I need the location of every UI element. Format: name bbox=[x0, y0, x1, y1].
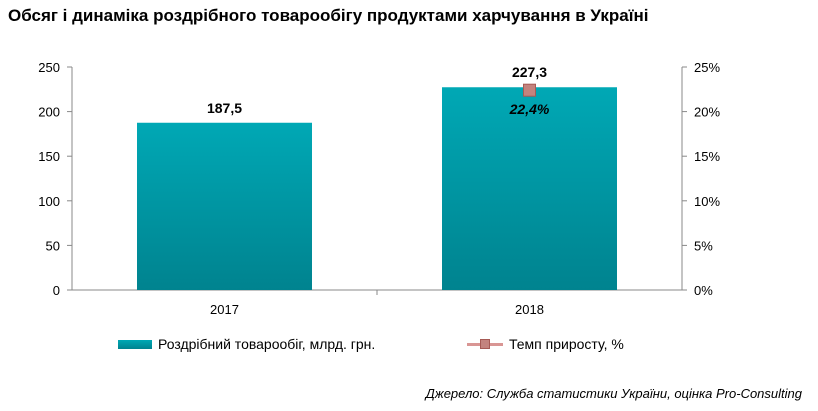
x-tick-label: 2017 bbox=[210, 302, 239, 317]
y-left-tick-label: 50 bbox=[46, 238, 60, 253]
y-left-tick-label: 250 bbox=[38, 60, 60, 75]
y-right-tick-label: 10% bbox=[694, 194, 720, 209]
x-tick-label: 2018 bbox=[515, 302, 544, 317]
y-right-tick-label: 0% bbox=[694, 283, 713, 298]
legend-line-label: Темп приросту, % bbox=[509, 336, 624, 352]
legend-line-swatch bbox=[467, 338, 503, 350]
bar bbox=[137, 122, 312, 290]
y-left-tick-label: 0 bbox=[53, 283, 60, 298]
bar bbox=[442, 87, 617, 290]
growth-marker bbox=[523, 83, 536, 97]
y-right-tick-label: 15% bbox=[694, 149, 720, 164]
growth-data-label: 22,4% bbox=[509, 101, 550, 117]
legend-item-line: Темп приросту, % bbox=[467, 336, 624, 352]
y-left-tick-label: 200 bbox=[38, 105, 60, 120]
bar-data-label: 227,3 bbox=[512, 64, 547, 80]
y-left-tick-label: 150 bbox=[38, 149, 60, 164]
chart-title: Обсяг і динаміка роздрібного товарообігу… bbox=[8, 6, 649, 25]
y-left-tick-label: 100 bbox=[38, 194, 60, 209]
legend-bar-label: Роздрібний товарообіг, млрд. грн. bbox=[158, 336, 376, 352]
y-right-tick-label: 25% bbox=[694, 60, 720, 75]
legend-item-bar: Роздрібний товарообіг, млрд. грн. bbox=[118, 336, 375, 352]
source-note: Джерело: Служба статистики України, оцін… bbox=[425, 386, 802, 401]
bar-data-label: 187,5 bbox=[207, 100, 242, 116]
y-right-tick-label: 5% bbox=[694, 238, 713, 253]
legend-bar-swatch bbox=[118, 339, 152, 349]
y-right-tick-label: 20% bbox=[694, 105, 720, 120]
